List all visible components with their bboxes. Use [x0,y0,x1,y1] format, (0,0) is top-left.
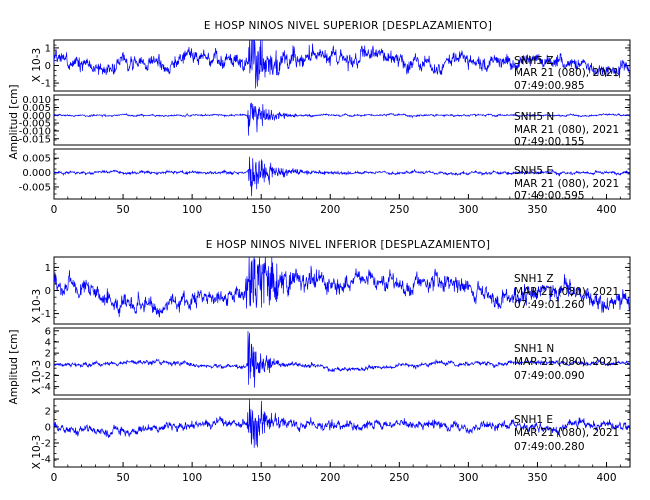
y-axis-label-bottom: Amplitud [cm] [8,330,20,405]
y-tick-label: 0.000 [22,111,51,122]
station-label: SNH5 E [514,165,553,177]
waveform-trace [53,256,631,318]
y-tick-label: -4 [41,455,51,466]
waveform-trace [53,102,631,136]
scale-label: X 10-3 [31,435,43,469]
station-label: SNH5 N [514,111,554,123]
y-tick-label: 0.005 [22,154,51,165]
date-label: MAR 21 (080), 2021 [514,286,619,298]
y-tick-label: -1 [41,309,51,320]
station-label: SNH5 Z [514,55,554,67]
panel-snh1-e: X 10-3 20-2-4 SNH1 E MAR 21 (080), 2021 … [31,398,631,469]
x-tick-label: 300 [458,472,478,484]
x-tick-label: 400 [596,472,616,484]
x-tick-label: 250 [389,204,409,216]
y-tick-label: 0.010 [22,95,51,106]
y-tick-label: -0.005 [19,182,51,193]
waveform-trace [53,156,631,197]
x-tick-label: 100 [182,204,202,216]
panel-snh5-z: X 10-3 1 0 -1 SNH5 Z MAR 21 (080), 2021 07… [31,39,631,92]
time-label: 07:49:00.090 [514,370,585,382]
date-label: MAR 21 (080), 2021 [514,178,619,190]
x-tick-label: 100 [182,472,202,484]
panel-snh1-z: X 10-3 1 0 -1 SNH1 Z MAR 21 (080), 2021 07… [31,256,631,325]
y-tick-label: -0.010 [19,126,51,137]
x-tick-label: 400 [596,204,616,216]
y-tick-label: 0 [45,286,51,297]
y-axis-label-top: Amplitud [cm] [8,85,20,160]
x-tick-label: 200 [320,204,340,216]
y-tick-label: 6 [45,326,51,337]
x-tick-label: 50 [116,204,129,216]
figure-bottom: E HOSP NINOS NIVEL INFERIOR [DESPLAZAMIE… [8,239,631,484]
x-tick-label: 350 [527,204,547,216]
y-tick-label: -0.005 [19,119,51,130]
time-label: 07:49:01.260 [514,299,585,311]
y-ticks: 1 0 -1 [41,39,630,92]
waveform-trace [53,39,631,89]
y-tick-label: -1 [41,79,51,90]
y-ticks: 1 0 -1 [41,256,630,325]
y-tick-label: 0 [45,423,51,434]
x-tick-label: 200 [320,472,340,484]
y-tick-label: 1 [45,43,51,54]
x-axis-ticks-top: 0 50 100 150 200 250 300 350 400 [51,194,621,216]
figure-top: E HOSP NINOS NIVEL SUPERIOR [DESPLAZAMIE… [8,20,631,216]
y-tick-label: 1 [45,263,51,274]
scale-label: X 10-3 [31,289,43,323]
waveform-trace [53,398,631,448]
y-tick-label: 0.000 [22,168,51,179]
time-label: 07:49:00.595 [514,190,585,202]
station-label: SNH1 E [514,414,553,426]
y-ticks: 2 0 -2 -4 [41,398,630,468]
waveform-trace [53,331,631,388]
date-label: MAR 21 (080), 2021 [514,427,619,439]
time-label: 07:49:00.280 [514,441,585,453]
figure-title-bottom: E HOSP NINOS NIVEL INFERIOR [DESPLAZAMIE… [206,239,491,251]
scale-label: X 10-3 [31,48,43,82]
y-tick-label: 0.005 [22,103,51,114]
y-tick-label: 2 [45,407,51,418]
date-label: MAR 21 (080), 2021 [514,67,619,79]
station-label: SNH1 N [514,343,554,355]
panel-snh5-e: 0.005 0.000 -0.005 SNH5 E MAR 21 (080), 20… [19,148,631,202]
y-ticks: 0.005 0.000 -0.005 [19,148,630,200]
x-axis-ticks-bottom: 0 50 100 150 200 250 300 350 400 [51,462,621,484]
station-label: SNH1 Z [514,273,554,285]
y-tick-label: -0.015 [19,134,51,145]
y-tick-label: -2 [41,371,51,382]
x-tick-label: 350 [527,472,547,484]
y-tick-label: 2 [45,349,51,360]
x-tick-label: 50 [116,472,129,484]
x-tick-label: 250 [389,472,409,484]
time-label: 07:49:00.155 [514,136,585,148]
y-tick-label: 0 [45,360,51,371]
date-label: MAR 21 (080), 2021 [514,124,619,136]
x-tick-label: 150 [251,204,271,216]
x-tick-label: 0 [51,204,58,216]
y-tick-label: -4 [41,382,51,393]
y-tick-label: 4 [45,337,51,348]
x-tick-label: 150 [251,472,271,484]
figure-title-top: E HOSP NINOS NIVEL SUPERIOR [DESPLAZAMIE… [204,20,492,32]
y-tick-label: 0 [45,61,51,72]
time-label: 07:49:00.985 [514,80,585,92]
date-label: MAR 21 (080), 2021 [514,356,619,368]
x-tick-label: 0 [51,472,58,484]
y-tick-label: -2 [41,439,51,450]
x-tick-label: 300 [458,204,478,216]
scale-label: X 10-3 [31,360,43,394]
